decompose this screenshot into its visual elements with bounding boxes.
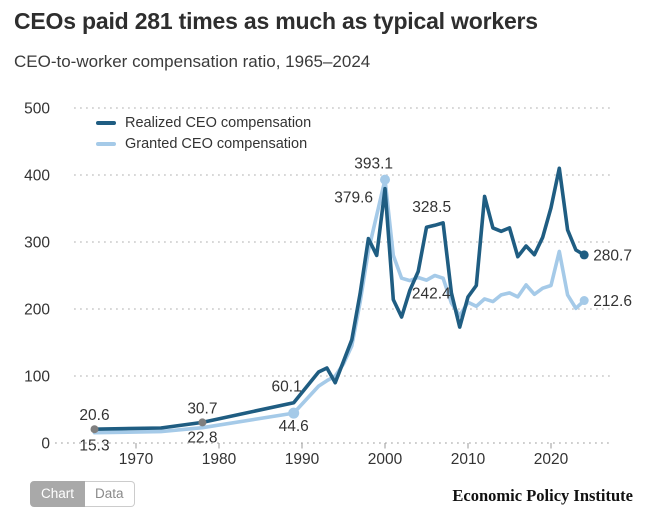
x-tick-label: 1970 <box>119 451 154 468</box>
point-marker <box>90 425 99 434</box>
point-marker <box>579 296 589 306</box>
legend-swatch-granted <box>96 141 116 146</box>
y-tick-label: 0 <box>41 436 50 453</box>
point-marker <box>288 407 300 419</box>
data-label: 20.6 <box>79 407 109 424</box>
series-line-realized <box>92 166 587 432</box>
legend-swatch-realized <box>96 120 116 125</box>
tab-data[interactable]: Data <box>85 481 135 508</box>
data-label: 379.6 <box>334 190 373 207</box>
legend-item-granted: Granted CEO compensation <box>96 133 311 154</box>
point-marker <box>380 174 390 185</box>
data-label: 15.3 <box>79 438 109 455</box>
tab-chart[interactable]: Chart <box>30 481 86 508</box>
x-tick-label: 2000 <box>368 451 403 468</box>
data-label: 242.4 <box>412 286 451 303</box>
x-tick-label: 1990 <box>285 451 320 468</box>
y-tick-label: 100 <box>24 369 50 386</box>
data-label: 22.8 <box>187 430 217 447</box>
data-label: 60.1 <box>272 379 302 396</box>
page-title: CEOs paid 281 times as much as typical w… <box>14 8 538 34</box>
data-label: 44.6 <box>279 418 309 435</box>
series-line-granted <box>92 177 587 435</box>
x-tick-label: 1980 <box>202 451 237 468</box>
legend-label: Granted CEO compensation <box>125 135 308 152</box>
point-marker <box>198 418 207 427</box>
y-tick-label: 300 <box>24 235 50 252</box>
legend-label: Realized CEO compensation <box>125 114 312 131</box>
x-tick-label: 2010 <box>451 451 486 468</box>
chart-subtitle: CEO-to-worker compensation ratio, 1965–2… <box>14 52 371 71</box>
y-tick-label: 200 <box>24 302 50 319</box>
data-label: 30.7 <box>187 400 217 417</box>
data-label: 393.1 <box>354 156 393 173</box>
view-toggle: Chart Data <box>30 481 135 508</box>
legend-item-realized: Realized CEO compensation <box>96 112 311 133</box>
y-tick-label: 500 <box>24 101 50 118</box>
point-marker <box>579 250 589 260</box>
data-label: 280.7 <box>593 247 632 264</box>
data-label: 212.6 <box>593 293 632 310</box>
data-label: 328.5 <box>412 199 451 216</box>
chart-legend: Realized CEO compensation Granted CEO com… <box>96 112 311 154</box>
x-tick-label: 2020 <box>534 451 569 468</box>
branding: Economic Policy Institute <box>452 486 633 505</box>
y-tick-label: 400 <box>24 168 50 185</box>
